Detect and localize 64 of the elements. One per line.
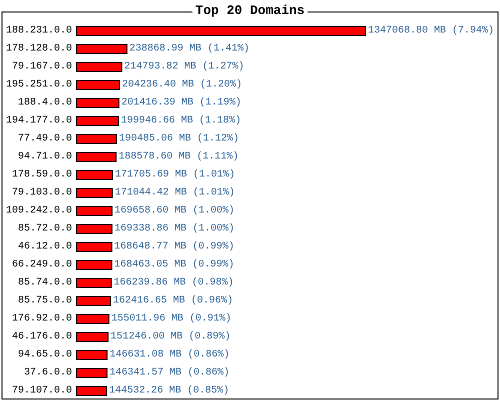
y-tick-label: 109.242.0.0 xyxy=(6,206,72,216)
y-tick-label: 194.177.0.0 xyxy=(6,116,72,126)
data-label: 144532.26 MB (0.85%) xyxy=(109,384,230,396)
y-tick-label: 178.128.0.0 xyxy=(6,44,72,54)
data-label: 155011.96 MB (0.91%) xyxy=(111,312,232,324)
bar xyxy=(76,314,110,324)
data-label: 201416.39 MB (1.19%) xyxy=(121,96,242,108)
chart-title: Top 20 Domains xyxy=(195,3,305,18)
y-tick-label: 188.4.0.0 xyxy=(18,98,72,108)
y-tick-label: 176.92.0.0 xyxy=(12,314,72,324)
y-tick-label: 46.12.0.0 xyxy=(18,242,72,252)
y-tick-label: 79.103.0.0 xyxy=(12,188,72,198)
data-label: 171705.69 MB (1.01%) xyxy=(114,168,235,180)
y-tick-label: 94.65.0.0 xyxy=(18,350,72,360)
bar xyxy=(76,242,112,252)
data-label: 204236.40 MB (1.20%) xyxy=(122,78,242,90)
data-label: 162416.65 MB (0.96%) xyxy=(112,294,233,306)
data-label: 238868.99 MB (1.41%) xyxy=(129,42,250,54)
bar xyxy=(76,62,122,72)
data-label: 169658.60 MB (1.00%) xyxy=(114,204,235,216)
bar xyxy=(76,260,112,270)
bar xyxy=(76,152,117,162)
bar xyxy=(76,80,120,90)
data-label: 146341.57 MB (0.86%) xyxy=(110,366,230,378)
bar xyxy=(76,368,108,378)
bar xyxy=(76,386,108,396)
bar xyxy=(76,350,108,360)
bar xyxy=(76,116,120,126)
bar xyxy=(76,224,112,234)
y-tick-label: 77.49.0.0 xyxy=(18,134,72,144)
bar xyxy=(76,44,128,54)
y-tick-label: 85.72.0.0 xyxy=(18,224,72,234)
data-label: 151246.00 MB (0.89%) xyxy=(110,330,231,342)
y-tick-label: 85.75.0.0 xyxy=(18,296,72,306)
data-label: 1347068.80 MB (7.94%) xyxy=(368,24,494,36)
y-tick-label: 66.249.0.0 xyxy=(12,260,72,270)
y-tick-label: 178.59.0.0 xyxy=(12,170,72,180)
bar xyxy=(76,206,113,216)
data-label: 146631.08 MB (0.86%) xyxy=(110,348,230,360)
data-label: 168463.05 MB (0.99%) xyxy=(114,258,234,270)
bar xyxy=(76,332,109,342)
bar xyxy=(76,170,113,180)
bar xyxy=(76,296,111,306)
data-label: 169338.86 MB (1.00%) xyxy=(114,222,234,234)
bar xyxy=(76,134,118,144)
data-label: 188578.60 MB (1.11%) xyxy=(118,150,239,162)
y-tick-label: 79.167.0.0 xyxy=(12,62,72,72)
data-label: 214793.82 MB (1.27%) xyxy=(124,60,244,72)
y-tick-label: 195.251.0.0 xyxy=(6,80,72,90)
y-tick-label: 37.6.0.0 xyxy=(24,368,72,378)
y-tick-label: 46.176.0.0 xyxy=(12,332,72,342)
y-tick-label: 94.71.0.0 xyxy=(18,152,72,162)
data-label: 171044.42 MB (1.01%) xyxy=(114,186,235,198)
data-label: 166239.86 MB (0.98%) xyxy=(114,276,234,288)
data-label: 190485.06 MB (1.12%) xyxy=(119,132,240,144)
bar xyxy=(76,278,112,288)
bar xyxy=(76,26,366,36)
data-label: 168648.77 MB (0.99%) xyxy=(114,240,234,252)
y-tick-label: 188.231.0.0 xyxy=(6,26,72,36)
y-tick-label: 79.107.0.0 xyxy=(12,386,72,396)
data-label: 199946.66 MB (1.18%) xyxy=(121,114,242,126)
bar xyxy=(76,98,120,108)
bar xyxy=(76,188,113,198)
y-tick-label: 85.74.0.0 xyxy=(18,278,72,288)
